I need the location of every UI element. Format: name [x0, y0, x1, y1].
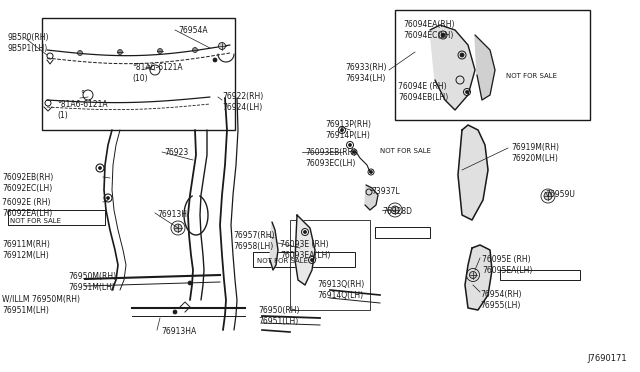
Text: 76928D: 76928D: [382, 207, 412, 216]
Text: J7690171: J7690171: [587, 354, 627, 363]
Circle shape: [544, 192, 552, 200]
Text: 76913P(RH)
76914P(LH): 76913P(RH) 76914P(LH): [325, 120, 371, 140]
Circle shape: [174, 224, 182, 232]
Polygon shape: [475, 35, 495, 100]
Text: 76954A: 76954A: [178, 26, 207, 35]
Text: 76922(RH)
76924(LH): 76922(RH) 76924(LH): [222, 92, 263, 112]
Text: NOT FOR SALE: NOT FOR SALE: [10, 218, 61, 224]
Circle shape: [213, 58, 217, 62]
Circle shape: [118, 49, 122, 55]
Text: 76957(RH)
76958(LH): 76957(RH) 76958(LH): [233, 231, 275, 251]
Circle shape: [460, 53, 464, 57]
Text: 76933(RH)
76934(LH): 76933(RH) 76934(LH): [345, 63, 387, 83]
Text: 76092EB(RH)
76092EC(LH): 76092EB(RH) 76092EC(LH): [2, 173, 53, 193]
Circle shape: [188, 281, 192, 285]
Text: 9B5P0(RH)
9B5P1(LH): 9B5P0(RH) 9B5P1(LH): [8, 33, 49, 53]
Text: NOT FOR SALE: NOT FOR SALE: [506, 73, 557, 79]
Text: 76092E (RH)
76092EA(LH): 76092E (RH) 76092EA(LH): [2, 198, 52, 218]
Circle shape: [391, 206, 399, 214]
Text: °: °: [80, 90, 84, 99]
Polygon shape: [365, 185, 378, 210]
Circle shape: [99, 167, 102, 170]
Text: 73937L: 73937L: [371, 187, 399, 196]
Text: 76950(RH)
76951(LH): 76950(RH) 76951(LH): [258, 306, 300, 326]
Circle shape: [340, 128, 344, 131]
Circle shape: [441, 33, 445, 37]
Text: 76959U: 76959U: [545, 190, 575, 199]
Circle shape: [353, 151, 355, 154]
Circle shape: [369, 170, 372, 173]
Circle shape: [349, 144, 351, 147]
Polygon shape: [270, 222, 278, 270]
Circle shape: [193, 48, 198, 52]
Text: 76913H: 76913H: [157, 210, 187, 219]
Circle shape: [303, 231, 307, 234]
Text: 76911M(RH)
76912M(LH): 76911M(RH) 76912M(LH): [2, 240, 50, 260]
Text: °81A6-6121A
(10): °81A6-6121A (10): [132, 63, 182, 83]
Circle shape: [173, 310, 177, 314]
Polygon shape: [430, 25, 475, 110]
Text: 76919M(RH)
76920M(LH): 76919M(RH) 76920M(LH): [511, 143, 559, 163]
Text: 76950M(RH)
76951M(LH): 76950M(RH) 76951M(LH): [68, 272, 116, 292]
Text: °81A6-6121A
(1): °81A6-6121A (1): [57, 100, 108, 120]
Circle shape: [77, 51, 83, 55]
Circle shape: [470, 272, 477, 279]
Text: 76913Q(RH)
76914Q(LH): 76913Q(RH) 76914Q(LH): [317, 280, 364, 300]
Circle shape: [157, 48, 163, 54]
Text: 76094E (RH)
76094EB(LH): 76094E (RH) 76094EB(LH): [398, 82, 448, 102]
Circle shape: [465, 90, 468, 93]
Text: NOT FOR SALE: NOT FOR SALE: [380, 148, 431, 154]
Circle shape: [106, 196, 109, 199]
Text: 76093EB(RH)
76093EC(LH): 76093EB(RH) 76093EC(LH): [305, 148, 356, 168]
Polygon shape: [295, 215, 315, 285]
Text: 76954(RH)
76955(LH): 76954(RH) 76955(LH): [480, 290, 522, 310]
Text: W/ILLM 76950M(RH)
76951M(LH): W/ILLM 76950M(RH) 76951M(LH): [2, 295, 80, 315]
Polygon shape: [458, 125, 488, 220]
Text: °: °: [146, 65, 150, 74]
Text: 76094EA(RH)
76094EC(LH): 76094EA(RH) 76094EC(LH): [403, 20, 454, 40]
Polygon shape: [465, 245, 492, 310]
Text: NOT FOR SALE: NOT FOR SALE: [257, 258, 308, 264]
Text: 76913HA: 76913HA: [161, 327, 196, 336]
Text: 76095E (RH)
76095EA(LH): 76095E (RH) 76095EA(LH): [482, 255, 532, 275]
Text: 76923: 76923: [164, 148, 188, 157]
Text: 76093E (RH)
76093EA(LH): 76093E (RH) 76093EA(LH): [280, 240, 330, 260]
Circle shape: [218, 42, 225, 49]
Circle shape: [310, 259, 314, 262]
